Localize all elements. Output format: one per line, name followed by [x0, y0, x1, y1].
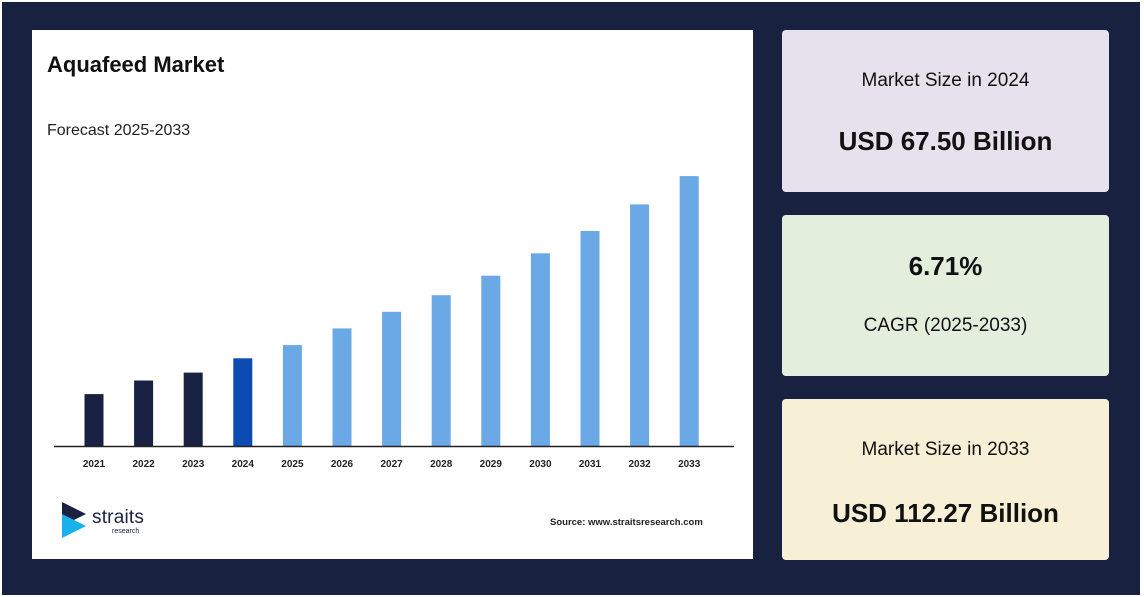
x-tick-label: 2028	[430, 459, 453, 470]
market-size-2024-card: Market Size in 2024 USD 67.50 Billion	[782, 30, 1109, 192]
chart-card: Aquafeed Market Forecast 2025-2033 2021 2…	[32, 30, 753, 559]
bar-2026	[332, 328, 352, 446]
bar-2023	[183, 372, 203, 446]
x-tick-label: 2030	[529, 459, 552, 470]
bar-2028	[431, 295, 451, 446]
market-size-2033-value: USD 112.27 Billion	[832, 498, 1059, 528]
x-tick-label: 2027	[380, 459, 403, 470]
market-size-2033-label: Market Size in 2033	[861, 439, 1030, 460]
bar-2024	[233, 358, 253, 446]
x-tick-label: 2033	[678, 459, 701, 470]
cagr-label: CAGR (2025-2033)	[863, 315, 1028, 336]
x-tick-label: 2026	[331, 459, 354, 470]
bar-2027	[382, 311, 402, 446]
x-tick-label: 2025	[281, 459, 304, 470]
market-size-2024-label: Market Size in 2024	[861, 70, 1030, 91]
chart-subtitle: Forecast 2025-2033	[47, 122, 191, 139]
chart-title: Aquafeed Market	[47, 52, 225, 77]
market-size-2033-card: Market Size in 2033 USD 112.27 Billion	[782, 399, 1109, 560]
source-note: Source: www.straitsresearch.com	[550, 517, 703, 528]
bar-2022	[134, 380, 154, 446]
x-tick-label: 2024	[232, 459, 255, 470]
x-tick-label: 2023	[182, 459, 205, 470]
bar-2030	[530, 253, 550, 446]
straits-logo-icon	[62, 502, 86, 538]
x-tick-label: 2022	[132, 459, 155, 470]
logo-wordmark: straits	[92, 507, 145, 528]
bar-2031	[580, 231, 600, 446]
bar-chart: 2021 2022 2023 2024 2025 2026 2027 2028 2029 2030…	[54, 176, 734, 470]
logo-subtext: research	[112, 528, 140, 535]
cagr-card: 6.71% CAGR (2025-2033)	[782, 215, 1109, 376]
x-tick-label: 2032	[628, 459, 651, 470]
cagr-value: 6.71%	[908, 251, 983, 281]
x-tick-label: 2021	[83, 459, 106, 470]
bar-2021	[84, 394, 104, 446]
bar-2032	[630, 204, 650, 446]
bar-2025	[282, 345, 302, 446]
bar-2029	[481, 275, 501, 446]
market-size-2024-value: USD 67.50 Billion	[838, 126, 1053, 156]
bar-2033	[679, 176, 699, 446]
x-tick-label: 2031	[579, 459, 602, 470]
x-tick-label: 2029	[480, 459, 503, 470]
